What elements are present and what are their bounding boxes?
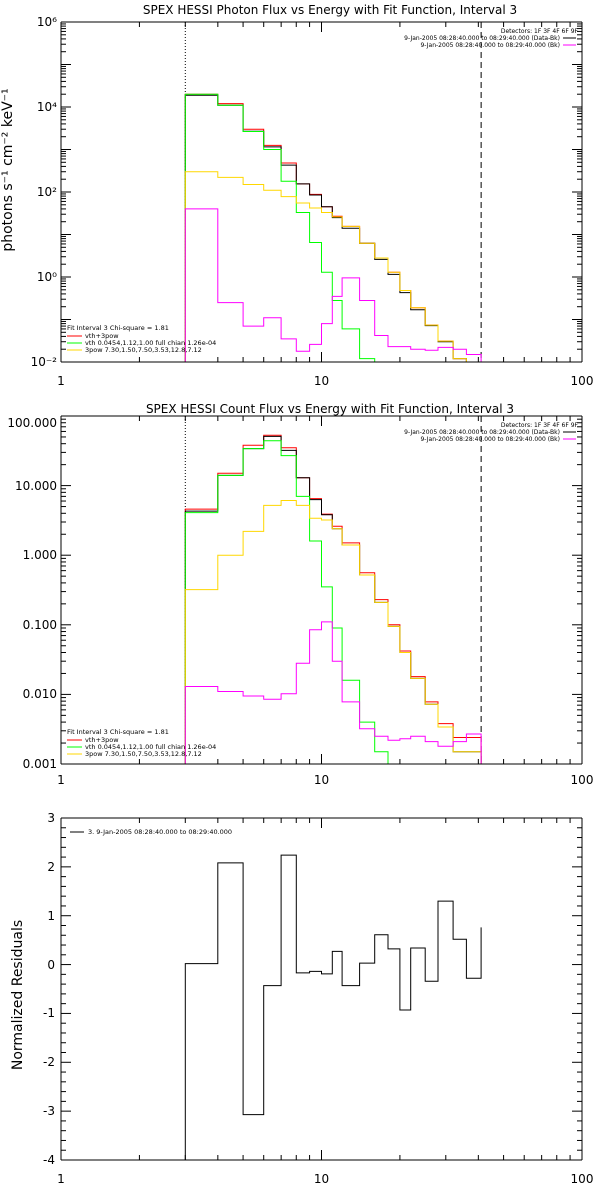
photon-series <box>184 22 482 363</box>
residuals-ytick-m3: -3 <box>43 1104 55 1118</box>
count-fit-3pow: 3pow 7.30,1.50,7.50,3.53,12.8,7.12 <box>85 750 202 758</box>
residuals-frame <box>60 817 583 1161</box>
count-data-legend: 9-Jan-2005 08:28:40.000 to 08:29:40.000 … <box>404 429 560 436</box>
residuals-ytick-3: 3 <box>47 811 55 825</box>
series-3pow-step <box>184 500 482 764</box>
count-bk-legend: 9-Jan-2005 08:28:40.000 to 08:29:40.000 … <box>420 436 560 443</box>
count-fit-header: Fit Interval 3 Chi-square = 1.81 <box>67 728 169 736</box>
residuals-ytick-m4: -4 <box>43 1153 55 1167</box>
photon-xtick-10: 10 <box>314 374 329 388</box>
count-detectors-label: Detectors: 1F 3F 4F 6F 9F <box>501 422 579 429</box>
count-xtick-100: 100 <box>571 773 594 787</box>
residuals-xtick-100: 100 <box>571 1172 594 1186</box>
residuals-panel: Normalized Residuals 1 10 100 -4 -3 -2 -… <box>10 811 593 1186</box>
series-Bk-step <box>184 208 482 362</box>
count-xtick-1: 1 <box>57 773 65 787</box>
count-xtick-10: 10 <box>314 773 329 787</box>
photon-xtick-1: 1 <box>57 374 65 388</box>
series-vth-step <box>184 93 482 363</box>
count-series <box>184 416 482 765</box>
residuals-xtick-10: 10 <box>314 1172 329 1186</box>
photon-ytick-1e6: 10⁶ <box>37 15 57 29</box>
photon-frame <box>60 21 583 363</box>
photon-chart-title: SPEX HESSI Photon Flux vs Energy with Fi… <box>143 3 517 17</box>
count-ytick-10.000: 10.000 <box>15 479 57 493</box>
series-data-minus-bk-step <box>184 435 482 764</box>
count-axis-ticks <box>60 416 582 765</box>
photon-ytick-1e4: 10⁴ <box>37 100 57 114</box>
residuals-ytick-2: 2 <box>47 860 55 874</box>
photon-fit-3pow: 3pow 7.30,1.50,7.50,3.53,12.8,7.12 <box>85 346 202 354</box>
photon-flux-panel: SPEX HESSI Photon Flux vs Energy with Fi… <box>0 3 593 388</box>
photon-ytick-1e0: 10⁰ <box>37 270 57 284</box>
series-vth-step <box>184 440 482 765</box>
photon-axis-ticks <box>60 22 582 363</box>
series-vth-plus-3pow-step <box>184 93 482 363</box>
count-fit-vth: vth 0.0454,1.12,1.00 full chian 1.26e-04 <box>85 743 216 751</box>
photon-fit-vth: vth 0.0454,1.12,1.00 full chian 1.26e-04 <box>85 339 216 347</box>
residuals-ylabel: Normalized Residuals <box>10 920 26 1070</box>
count-fit-total: vth+3pow <box>85 736 119 744</box>
count-chart-title: SPEX HESSI Count Flux vs Energy with Fit… <box>146 402 514 416</box>
series-3pow-step <box>184 171 482 363</box>
count-flux-panel: SPEX HESSI Count Flux vs Energy with Fit… <box>7 402 593 787</box>
photon-xtick-100: 100 <box>571 374 594 388</box>
residuals-ytick-1: 1 <box>47 909 55 923</box>
photon-ylabel: photons s⁻¹ cm⁻² keV⁻¹ <box>0 88 16 251</box>
residuals-ytick-0: 0 <box>47 958 55 972</box>
photon-detectors-label: Detectors: 1F 3F 4F 6F 9F <box>501 28 579 35</box>
photon-ytick-1e-2: 10⁻² <box>31 355 58 369</box>
photon-ytick-1e2: 10² <box>37 185 57 199</box>
residuals-ytick-m1: -1 <box>43 1006 55 1020</box>
count-ytick-1.000: 1.000 <box>23 548 57 562</box>
photon-bk-legend: 9-Jan-2005 08:28:40.000 to 08:29:40.000 … <box>420 42 560 49</box>
photon-fit-total: vth+3pow <box>85 332 119 340</box>
count-ytick-0.001: 0.001 <box>23 757 57 771</box>
residuals-axis-ticks <box>60 817 582 1161</box>
count-ytick-0.010: 0.010 <box>23 687 57 701</box>
count-ytick-0.100: 0.100 <box>23 618 57 632</box>
count-ytick-100.000: 100.000 <box>7 416 57 430</box>
photon-fit-header: Fit Interval 3 Chi-square = 1.81 <box>67 324 169 332</box>
residuals-legend: 3. 9-Jan-2005 08:28:40.000 to 08:29:40.0… <box>88 828 232 836</box>
residuals-series <box>184 854 482 1160</box>
series-vth-plus-3pow-step <box>184 434 482 764</box>
count-frame <box>60 415 583 765</box>
series-Bk-step <box>184 621 482 764</box>
series-3-step <box>184 854 482 1160</box>
photon-data-legend: 9-Jan-2005 08:28:40.000 to 08:29:40.000 … <box>404 35 560 42</box>
residuals-ytick-m2: -2 <box>43 1055 55 1069</box>
residuals-xtick-1: 1 <box>57 1172 65 1186</box>
series-data-minus-bk-step <box>184 94 482 363</box>
